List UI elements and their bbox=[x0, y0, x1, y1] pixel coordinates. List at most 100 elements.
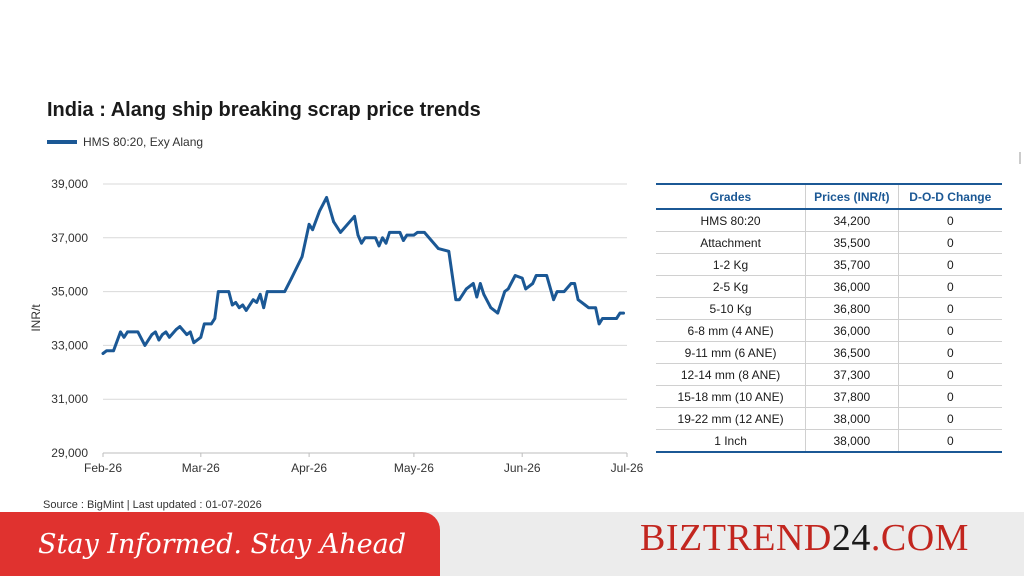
data-point bbox=[489, 306, 493, 310]
table-row: 2-5 Kg 36,000 0 bbox=[656, 275, 1002, 298]
price-line-chart: 29,000 31,000 33,000 35,000 37,000 39,000 Feb-… bbox=[29, 177, 644, 475]
data-point bbox=[412, 233, 416, 237]
data-point bbox=[437, 247, 440, 250]
data-point bbox=[356, 233, 360, 237]
data-point bbox=[217, 290, 220, 293]
data-point bbox=[154, 330, 157, 334]
source-note: Source : BigMint | Last updated : 01-07-… bbox=[43, 499, 262, 511]
cell-dod-change: 0 bbox=[897, 385, 1002, 408]
cell-price: 36,800 bbox=[805, 297, 899, 320]
data-point bbox=[237, 306, 241, 310]
data-point bbox=[506, 287, 510, 291]
data-point bbox=[105, 349, 108, 353]
cell-grade: 9-11 mm (6 ANE) bbox=[656, 341, 806, 364]
data-point bbox=[465, 287, 468, 291]
brand-number: 24 bbox=[831, 517, 871, 559]
table-row: HMS 80:20 34,200 0 bbox=[656, 209, 1002, 232]
y-tick-label: 29,000 bbox=[51, 446, 88, 460]
data-point bbox=[161, 333, 164, 336]
brand-biz: BIZ bbox=[640, 517, 703, 559]
data-point bbox=[258, 293, 262, 296]
data-point bbox=[363, 236, 367, 240]
data-point bbox=[265, 290, 269, 293]
data-point bbox=[377, 244, 381, 248]
data-point bbox=[513, 274, 517, 277]
data-point bbox=[430, 239, 433, 242]
y-tick-label: 39,000 bbox=[51, 177, 88, 191]
data-point bbox=[210, 322, 213, 326]
cell-dod-change: 0 bbox=[897, 253, 1002, 276]
data-point bbox=[185, 333, 189, 336]
x-tick-label: May-26 bbox=[394, 461, 434, 475]
cell-grade: 5-10 Kg bbox=[656, 297, 806, 320]
brand-trend: TREND bbox=[702, 517, 832, 559]
data-point bbox=[615, 317, 618, 320]
cell-grade: 15-18 mm (10 ANE) bbox=[656, 385, 806, 408]
table-row: 6-8 mm (4 ANE) 36,000 0 bbox=[656, 319, 1002, 342]
table-row: 9-11 mm (6 ANE) 36,500 0 bbox=[656, 341, 1002, 364]
data-point bbox=[283, 290, 287, 293]
header-dod-change: D-O-D Change bbox=[897, 183, 1002, 210]
data-point bbox=[136, 330, 140, 334]
data-point bbox=[594, 306, 597, 310]
chart-legend: HMS 80:20, Exy Alang bbox=[47, 135, 203, 149]
table-row: 19-22 mm (12 ANE) 38,000 0 bbox=[656, 407, 1002, 430]
cell-dod-change: 0 bbox=[897, 209, 1002, 232]
data-point bbox=[251, 298, 255, 302]
data-point bbox=[479, 282, 482, 285]
data-point bbox=[360, 241, 363, 245]
data-point bbox=[597, 322, 601, 326]
data-point bbox=[325, 196, 328, 199]
x-tick-label: Feb-26 bbox=[84, 461, 122, 475]
data-point bbox=[318, 209, 321, 213]
data-point bbox=[562, 290, 566, 293]
y-tick-label: 31,000 bbox=[51, 392, 88, 406]
data-point bbox=[231, 303, 234, 307]
data-point bbox=[423, 231, 426, 234]
data-point bbox=[454, 298, 458, 302]
data-point bbox=[234, 301, 237, 304]
data-point bbox=[545, 274, 548, 277]
data-point bbox=[583, 303, 587, 307]
cell-price: 36,500 bbox=[805, 341, 899, 364]
cell-grade: 6-8 mm (4 ANE) bbox=[656, 319, 806, 342]
table-row: 15-18 mm (10 ANE) 37,800 0 bbox=[656, 385, 1002, 408]
data-point bbox=[405, 233, 409, 237]
data-point bbox=[203, 322, 206, 326]
cell-dod-change: 0 bbox=[897, 363, 1002, 386]
header-grades: Grades bbox=[656, 183, 806, 210]
data-point bbox=[300, 255, 304, 258]
data-point bbox=[307, 223, 311, 226]
data-point bbox=[262, 306, 266, 310]
x-tick-label: Mar-26 bbox=[182, 461, 220, 475]
data-point bbox=[587, 306, 590, 310]
data-point bbox=[520, 276, 524, 280]
legend-swatch bbox=[47, 140, 77, 144]
cell-dod-change: 0 bbox=[897, 319, 1002, 342]
cell-grade: HMS 80:20 bbox=[656, 209, 806, 232]
data-point bbox=[101, 352, 105, 355]
cell-price: 37,800 bbox=[805, 385, 899, 408]
table-header-row: Grades Prices (INR/t) D-O-D Change bbox=[656, 183, 1002, 210]
y-tick-label: 37,000 bbox=[51, 231, 88, 245]
cell-price: 38,000 bbox=[805, 407, 899, 430]
cell-price: 38,000 bbox=[805, 429, 899, 453]
data-point bbox=[458, 298, 461, 302]
data-point bbox=[555, 290, 559, 293]
data-point bbox=[576, 298, 580, 302]
data-point bbox=[388, 231, 391, 234]
data-point bbox=[374, 236, 377, 240]
cell-dod-change: 0 bbox=[897, 231, 1002, 254]
cell-price: 37,300 bbox=[805, 363, 899, 386]
data-point bbox=[189, 330, 192, 334]
cell-dod-change: 0 bbox=[897, 407, 1002, 430]
x-tick-label: Jun-26 bbox=[504, 461, 541, 475]
data-point bbox=[227, 290, 231, 293]
data-point bbox=[199, 336, 203, 339]
data-point bbox=[482, 293, 486, 296]
brand-logo[interactable]: BIZTREND24.COM bbox=[640, 516, 969, 560]
cell-price: 36,000 bbox=[805, 319, 899, 342]
data-point bbox=[213, 317, 217, 320]
data-point bbox=[157, 338, 161, 342]
data-point bbox=[398, 231, 402, 234]
